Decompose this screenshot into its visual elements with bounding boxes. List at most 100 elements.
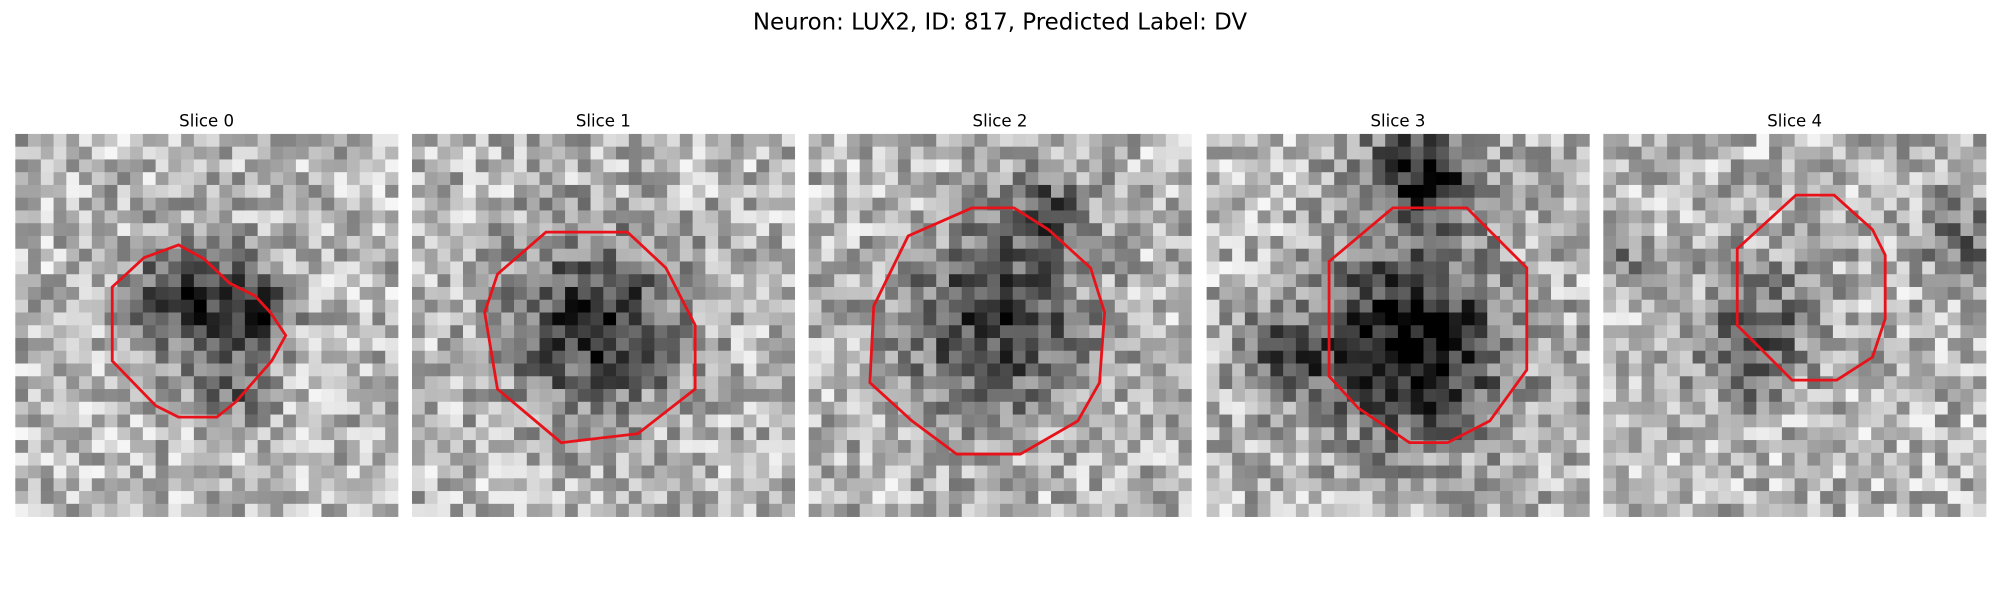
pixel xyxy=(1679,414,1693,428)
pixel xyxy=(1206,427,1220,441)
pixel xyxy=(781,503,796,517)
pixel xyxy=(987,248,1001,262)
pixel xyxy=(1692,440,1706,454)
pixel xyxy=(603,363,617,377)
pixel xyxy=(730,274,745,288)
pixel xyxy=(321,133,335,148)
pixel xyxy=(15,261,29,275)
pixel xyxy=(308,363,322,377)
pixel xyxy=(424,338,438,352)
pixel xyxy=(590,414,604,428)
pixel xyxy=(514,223,528,237)
pixel xyxy=(948,274,963,288)
pixel xyxy=(1794,261,1808,275)
pixel xyxy=(872,235,886,250)
pixel xyxy=(1667,146,1681,160)
pixel xyxy=(743,223,757,237)
pixel xyxy=(346,184,361,199)
pixel xyxy=(321,363,335,377)
pixel xyxy=(1628,440,1642,454)
pixel xyxy=(193,491,208,505)
pixel xyxy=(743,325,757,339)
pixel xyxy=(1385,325,1399,339)
pixel xyxy=(1718,338,1732,352)
pixel xyxy=(1270,478,1284,492)
pixel xyxy=(206,299,220,313)
pixel xyxy=(846,312,861,326)
pixel xyxy=(1679,210,1693,224)
pixel xyxy=(283,223,297,237)
pixel xyxy=(1025,338,1039,352)
pixel xyxy=(1012,414,1026,428)
pixel xyxy=(1063,210,1077,224)
pixel xyxy=(66,274,80,288)
pixel xyxy=(270,363,284,377)
pixel xyxy=(1616,440,1630,454)
pixel xyxy=(1321,465,1335,479)
pixel xyxy=(1667,299,1681,313)
pixel xyxy=(1346,503,1361,517)
pixel xyxy=(1641,503,1655,517)
pixel xyxy=(1063,389,1077,403)
pixel xyxy=(424,452,438,466)
pixel xyxy=(1283,235,1297,250)
pixel xyxy=(1947,376,1961,390)
pixel xyxy=(923,299,937,313)
pixel xyxy=(552,159,566,173)
pixel xyxy=(308,465,322,479)
pixel xyxy=(667,159,681,173)
pixel xyxy=(15,440,29,454)
pixel xyxy=(155,363,169,377)
pixel xyxy=(730,389,745,403)
pixel xyxy=(28,427,42,441)
pixel xyxy=(1781,338,1796,352)
pixel xyxy=(1832,363,1847,377)
pixel xyxy=(769,427,783,441)
pixel xyxy=(501,503,515,517)
pixel xyxy=(1576,261,1590,275)
pixel xyxy=(321,197,335,211)
pixel xyxy=(1909,414,1923,428)
pixel xyxy=(730,440,745,454)
pixel xyxy=(1512,159,1526,173)
pixel xyxy=(372,478,386,492)
pixel xyxy=(168,440,182,454)
pixel xyxy=(385,210,399,224)
pixel xyxy=(91,503,105,517)
pixel xyxy=(40,197,54,211)
pixel xyxy=(1270,325,1284,339)
pixel xyxy=(1219,452,1233,466)
pixel xyxy=(308,159,322,173)
pixel xyxy=(232,503,246,517)
pixel xyxy=(1321,223,1335,237)
pixel xyxy=(1641,312,1655,326)
pixel xyxy=(1832,440,1847,454)
pixel xyxy=(1934,465,1949,479)
pixel xyxy=(1178,389,1192,403)
pixel xyxy=(1244,133,1259,148)
pixel xyxy=(130,210,144,224)
pixel xyxy=(1794,286,1808,301)
pixel xyxy=(206,197,220,211)
pixel xyxy=(385,491,399,505)
pixel xyxy=(1896,197,1910,211)
pixel xyxy=(1219,401,1233,415)
pixel xyxy=(1295,491,1310,505)
pixel xyxy=(501,223,515,237)
pixel xyxy=(1641,235,1655,250)
pixel xyxy=(1257,491,1271,505)
pixel xyxy=(859,159,873,173)
pixel xyxy=(1616,184,1630,199)
pixel xyxy=(1692,274,1706,288)
pixel xyxy=(565,414,579,428)
pixel xyxy=(181,172,195,186)
pixel xyxy=(514,312,528,326)
pixel xyxy=(244,491,259,505)
pixel xyxy=(475,223,489,237)
pixel xyxy=(385,376,399,390)
pixel xyxy=(117,325,131,339)
pixel xyxy=(1871,184,1885,199)
pixel xyxy=(1794,452,1808,466)
pixel xyxy=(808,363,822,377)
pixel xyxy=(692,452,706,466)
